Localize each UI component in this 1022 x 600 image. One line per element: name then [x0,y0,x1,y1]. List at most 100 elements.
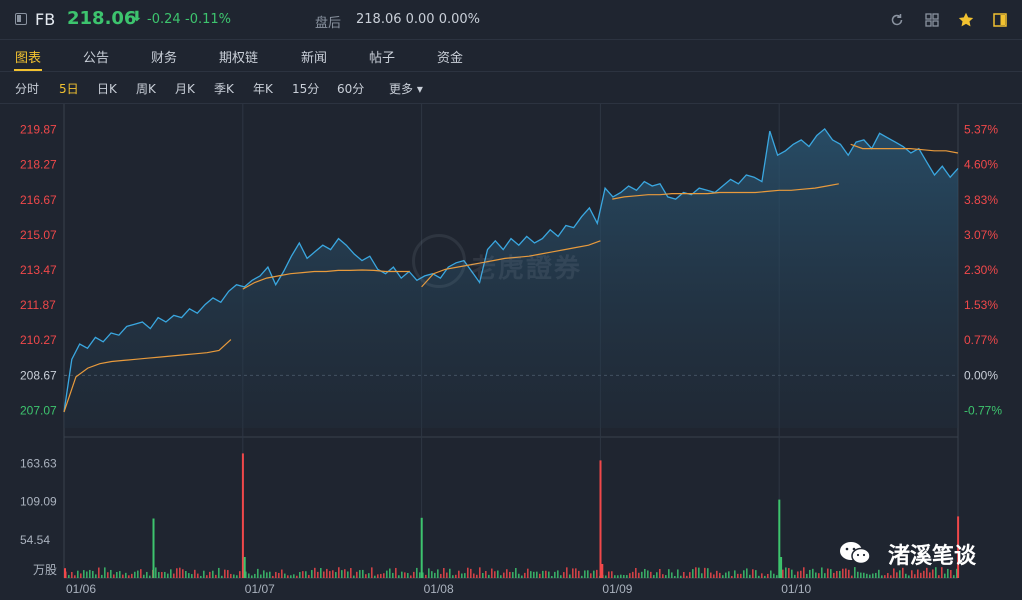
volume-bar [77,570,79,578]
period-daily[interactable]: 日K [97,82,117,96]
volume-bar [539,573,541,578]
volume-bar [371,567,373,578]
volume-bar [143,574,145,578]
tab-announcements[interactable]: 公告 [83,51,110,66]
volume-bar [410,575,412,578]
volume-bar [773,573,775,578]
active-tab-indicator [14,69,42,71]
period-monthly[interactable]: 月K [175,82,195,96]
volume-bar [626,575,628,578]
volume-tick-label: 163.63 [20,456,57,470]
after-hours-value: 218.06 0.00 0.00% [356,12,480,27]
volume-tick-label: 109.09 [20,495,57,509]
volume-bar [95,574,97,578]
percent-tick-label: 4.60% [964,158,998,172]
volume-bar [299,572,301,578]
volume-bar [878,569,880,578]
volume-bar [908,575,910,578]
volume-bar [710,572,712,578]
period-15min[interactable]: 15分 [292,82,320,96]
volume-bar [335,572,337,578]
tab-capital-flow[interactable]: 资金 [437,51,464,66]
brand-watermark: 渚溪笔谈 [888,544,977,569]
volume-bar [227,570,229,578]
volume-bar [452,575,454,578]
volume-bar [260,574,262,578]
volume-bar [944,573,946,578]
volume-bar [362,569,364,578]
volume-bar [650,571,652,578]
period-quarterly[interactable]: 季K [214,82,234,96]
volume-bar [881,575,883,578]
volume-bar [905,573,907,578]
volume-bar [755,570,757,578]
volume-bar [482,572,484,578]
volume-bar [497,570,499,578]
volume-bar [170,569,172,578]
tab-news[interactable]: 新闻 [301,51,328,66]
tab-chart[interactable]: 图表 [15,51,42,66]
volume-bar [932,569,934,578]
volume-bar [797,571,799,578]
layout-icon[interactable] [991,11,1009,29]
panel-toggle-icon[interactable] [15,13,27,25]
volume-bar [296,575,298,578]
tab-options-chain[interactable]: 期权链 [219,51,259,66]
volume-bar [488,574,490,578]
volume-bar [215,574,217,578]
volume-bar [272,575,274,578]
volume-bar [398,575,400,578]
period-more-dropdown[interactable]: 更多 ▾ [389,82,423,96]
volume-bar [818,573,820,578]
volume-spike-bar [152,518,155,578]
volume-bar [113,574,115,578]
volume-bar [443,568,445,578]
volume-bar [392,572,394,578]
volume-bar [500,575,502,578]
volume-bar [428,568,430,578]
volume-bar [347,571,349,578]
volume-bar [569,574,571,578]
volume-bar [896,572,898,578]
volume-bar [665,575,667,578]
volume-bar [290,575,292,578]
ticker-symbol: FB [35,10,56,29]
volume-bar [764,575,766,578]
volume-bar [224,569,226,578]
volume-bar [947,568,949,578]
star-icon[interactable] [957,11,975,29]
volume-bar [887,573,889,578]
volume-bar [911,570,913,578]
volume-bar [422,572,424,578]
volume-bar [137,570,139,578]
price-tick-label: 210.27 [20,333,57,347]
tab-financials[interactable]: 财务 [151,51,178,66]
volume-bar [743,570,745,578]
volume-bar [929,572,931,578]
refresh-icon[interactable] [888,11,906,29]
volume-bar [647,570,649,578]
volume-bar [785,567,787,578]
period-intraday[interactable]: 分时 [15,82,40,96]
period-5day[interactable]: 5日 [59,82,79,96]
volume-bar [893,568,895,578]
volume-bar [698,567,700,578]
grid-icon[interactable] [923,11,941,29]
volume-bar [734,570,736,578]
period-weekly[interactable]: 周K [136,82,156,96]
tab-posts[interactable]: 帖子 [369,51,396,66]
volume-bar [449,568,451,578]
volume-bar [440,573,442,578]
volume-bar [377,574,379,578]
volume-bar [140,569,142,578]
volume-bar [431,571,433,578]
period-60min[interactable]: 60分 [337,82,365,96]
volume-tick-label: 54.54 [20,533,50,547]
volume-bar [620,574,622,578]
five-day-price-chart[interactable]: 219.87 5.37% 218.27 4.60% 216.67 3.83% 215.07 3… [0,104,1022,600]
volume-bar [935,567,937,578]
period-yearly[interactable]: 年K [253,82,273,96]
volume-bar [617,575,619,578]
volume-bar [467,567,469,578]
volume-bar [803,567,805,578]
